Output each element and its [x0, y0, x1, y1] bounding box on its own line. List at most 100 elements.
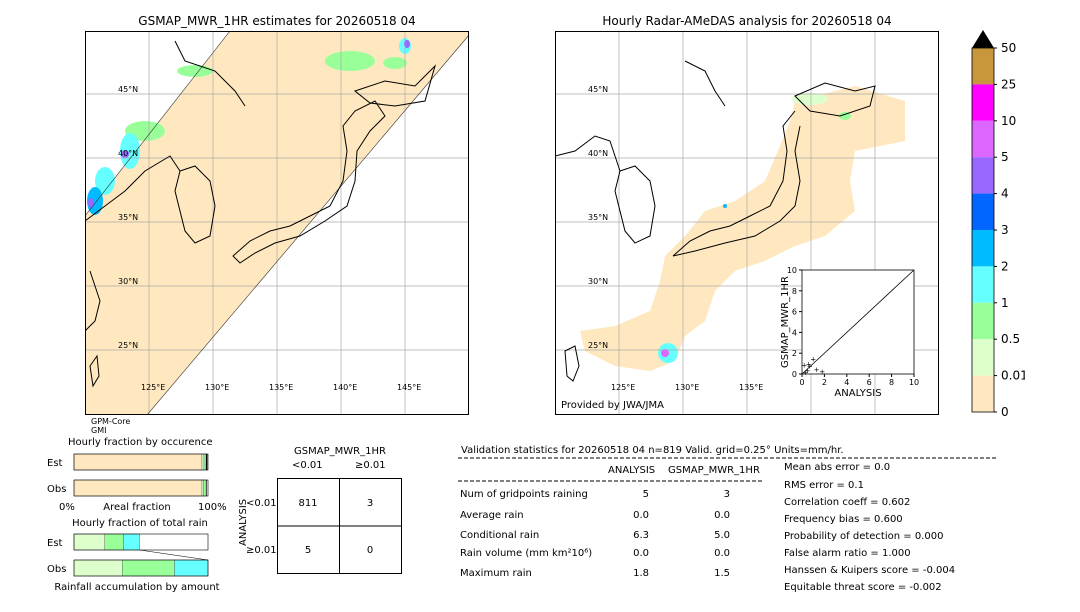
x-tick-label: 4: [844, 378, 849, 387]
scatter-point: +: [807, 363, 813, 371]
scatter-point: +: [810, 355, 816, 363]
bar-segment: [73, 559, 123, 577]
bar-category-label: Est: [47, 538, 63, 549]
colorbar-segment: [972, 302, 994, 340]
cell-tn: 811: [298, 498, 317, 509]
colorbar-tick-label: 0.01: [1001, 369, 1025, 383]
colorbar-segment: [972, 230, 994, 267]
row-header-2: ≥0.01: [246, 545, 277, 556]
colorbar-tick-label: 2: [1001, 259, 1009, 273]
scatter-point: +: [819, 368, 825, 376]
occurrence-chart: Est Obs 0% 100% Areal fraction: [47, 453, 227, 513]
scatter-point: +: [814, 366, 820, 374]
y-tick-label: 10: [787, 266, 797, 275]
radar-coverage: [580, 86, 905, 371]
svg-text:25°N: 25°N: [588, 341, 608, 350]
validation-row-gsmap: 0.0: [714, 510, 730, 521]
validation-row-label: Average rain: [460, 510, 524, 521]
validation-row-analysis: 1.8: [633, 568, 649, 579]
svg-text:135°E: 135°E: [739, 383, 763, 392]
sensor-label: GMI: [91, 426, 107, 435]
validation-header: Validation statistics for 20260518 04 n=…: [461, 445, 844, 456]
bar-segment: [174, 559, 209, 577]
colorbar-tick-label: 5: [1001, 150, 1009, 164]
cell-tp: 0: [367, 545, 373, 556]
scatter-point: +: [802, 369, 808, 377]
colorbar-tick-label: 4: [1001, 187, 1009, 201]
bar-segment: [104, 533, 124, 551]
y-tick-label: 8: [792, 287, 797, 296]
total-rain-title: Hourly fraction of total rain: [72, 518, 208, 529]
bar-segment: [201, 453, 205, 471]
x-tick-label: 10: [909, 378, 919, 387]
svg-text:30°N: 30°N: [588, 277, 608, 286]
right-map-title: Hourly Radar-AMeDAS analysis for 2026051…: [602, 14, 892, 28]
bar-segment: [123, 533, 140, 551]
colorbar-segment: [972, 193, 994, 230]
left-map: 45°N 40°N 35°N 30°N 25°N 125°E 130°E 135…: [85, 31, 469, 415]
svg-text:130°E: 130°E: [205, 383, 229, 392]
scatter-diagonal: [801, 269, 915, 375]
bar-category-label: Obs: [47, 484, 66, 495]
colorbar-tick-label: 50: [1001, 41, 1016, 55]
colorbar-tick-label: 10: [1001, 114, 1016, 128]
bar-segment: [205, 480, 207, 496]
y-tick-label: 4: [792, 328, 797, 337]
bar-segment: [201, 479, 204, 497]
score-bias: Frequency bias = 0.600: [784, 514, 903, 525]
japan-coast: [232, 100, 386, 264]
validation-row-analysis: 5: [642, 489, 649, 500]
x-tick-label: 6: [867, 378, 872, 387]
validation-row-analysis: 0.0: [633, 510, 649, 521]
bar-segment: [73, 453, 203, 471]
china-coast: [85, 155, 181, 222]
svg-text:130°E: 130°E: [675, 383, 699, 392]
satellite-label: GPM-Core: [91, 417, 131, 426]
y-tick-label: 2: [792, 349, 797, 358]
row-header-1: <0.01: [246, 498, 277, 509]
y-tick-label: 6: [792, 308, 797, 317]
bar-segment: [122, 559, 175, 577]
score-pod: Probability of detection = 0.000: [784, 531, 944, 542]
svg-text:40°N: 40°N: [118, 149, 138, 158]
validation-row-gsmap: 0.0: [714, 548, 730, 559]
header-underline: [458, 480, 763, 482]
col-gsmap: GSMAP_MWR_1HR: [668, 465, 760, 476]
svg-text:125°E: 125°E: [611, 383, 635, 392]
svg-text:45°N: 45°N: [118, 85, 138, 94]
credit-text: Provided by JWA/JMA: [561, 400, 664, 411]
total-rain-chart: Est Obs Rainfall accumulation by amount: [47, 533, 220, 593]
score-rmse: RMS error = 0.1: [784, 480, 864, 491]
colorbar-segment: [972, 48, 994, 85]
score-mae: Mean abs error = 0.0: [784, 462, 891, 473]
colorbar-segment: [972, 120, 994, 158]
x-left-label: 0%: [59, 502, 75, 513]
svg-text:45°N: 45°N: [588, 85, 608, 94]
scatter-point: +: [805, 367, 811, 375]
cell-fp: 3: [367, 498, 373, 509]
validation-row-label: Rain volume (mm km²10⁶): [460, 548, 593, 559]
scatter-xlabel: ANALYSIS: [834, 388, 881, 399]
validation-row-label: Conditional rain: [460, 530, 540, 541]
validation-row-label: Maximum rain: [460, 568, 532, 579]
bar-xlabel: Rainfall accumulation by amount: [54, 582, 219, 593]
x-tick-label: 0: [799, 378, 804, 387]
contingency-col-1: <0.01: [292, 460, 323, 471]
occurrence-title: Hourly fraction by occurence: [68, 437, 213, 448]
svg-text:40°N: 40°N: [588, 149, 608, 158]
colorbar-segment: [972, 339, 994, 376]
colorbar-over-arrow: [972, 30, 994, 48]
validation-row-gsmap: 1.5: [714, 568, 730, 579]
y-tick-label: 0: [792, 370, 797, 379]
score-corr: Correlation coeff = 0.602: [784, 497, 911, 508]
svg-text:140°E: 140°E: [333, 383, 357, 392]
score-ets: Equitable threat score = -0.002: [784, 582, 942, 593]
svg-text:25°N: 25°N: [118, 341, 138, 350]
contingency-col-2: ≥0.01: [355, 460, 386, 471]
x-tick-label: 2: [822, 378, 827, 387]
validation-row-label: Num of gridpoints raining: [460, 489, 588, 500]
svg-text:125°E: 125°E: [141, 383, 165, 392]
scatter-ylabel: GSMAP_MWR_1HR: [780, 276, 791, 368]
score-far: False alarm ratio = 1.000: [784, 548, 911, 559]
